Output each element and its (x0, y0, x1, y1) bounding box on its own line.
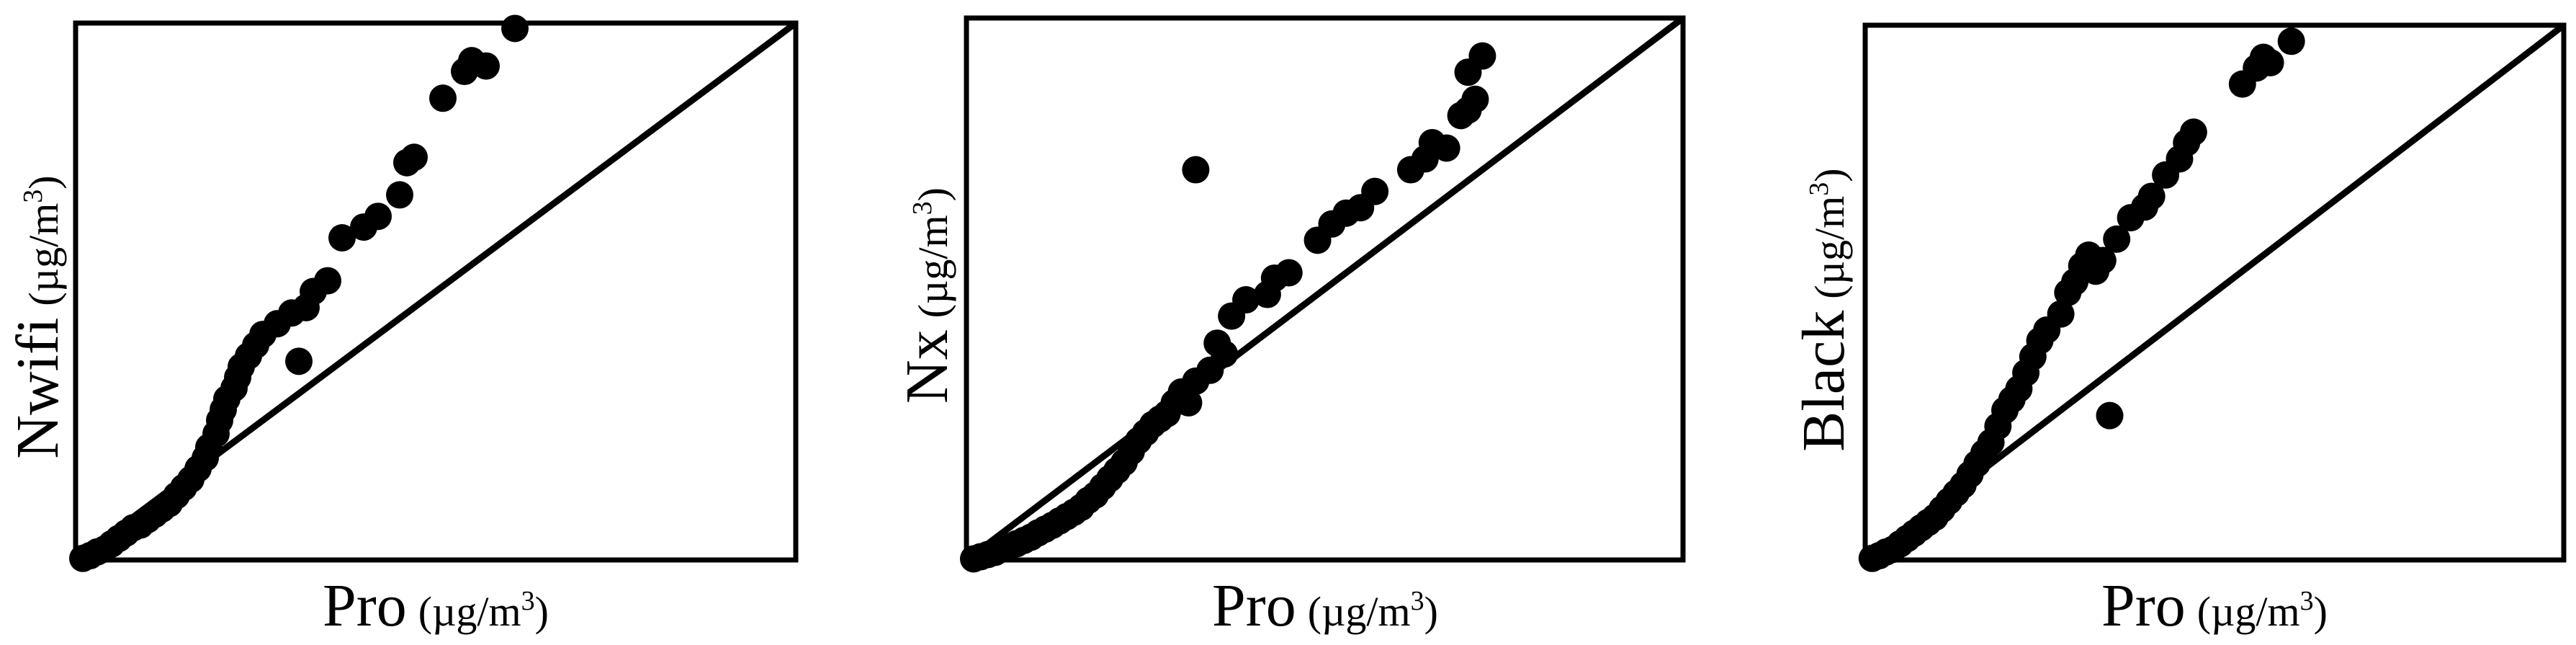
panel-2-point-36 (1232, 286, 1260, 314)
panel-3-point-40 (2179, 118, 2207, 146)
panel-3-plot-frame (1862, 22, 2567, 563)
panel-2-y-axis-label: Nx (µg/m3) (894, 187, 961, 404)
panel-1-y-label-main: Nwifi (4, 318, 71, 459)
panel-1-point-44 (472, 52, 500, 80)
panel-1-y-label-unit: (µg/m (20, 203, 67, 306)
panel-1-point-40 (400, 143, 428, 172)
panel-1: Pro (µg/m3) Nwifi (µg/m3) (4, 14, 799, 639)
panel-2-x-axis-label: Pro (µg/m3) (1212, 572, 1438, 639)
panel-2-x-label-unit: (µg/m (1308, 588, 1411, 635)
panel-1-x-label-main: Pro (323, 572, 407, 639)
panel-1-point-41 (429, 84, 457, 112)
panel-2-plot-frame (964, 15, 1686, 563)
panel-2-point-53 (1468, 42, 1496, 70)
panel-1-plot-frame (73, 20, 799, 563)
panel-3-point-33 (2103, 225, 2131, 253)
panel-3-point-45 (2277, 27, 2305, 55)
panel-1-y-label-close: ) (20, 175, 67, 189)
panel-1-x-label-unit: (µg/m (418, 588, 521, 635)
panel-2-reference-line (964, 15, 1685, 563)
panel-2-points (959, 42, 1496, 573)
panel-2-point-48 (1432, 134, 1460, 162)
panel-3-x-label-sup: 3 (2300, 586, 2314, 616)
panel-2-x-label-sup: 3 (1411, 586, 1424, 616)
panel-2-y-label-close: ) (910, 187, 956, 201)
panel-3-y-label-close: ) (1806, 168, 1853, 182)
panel-3-point-46 (2096, 401, 2124, 430)
panel-3-x-label-main: Pro (2101, 572, 2186, 639)
panel-1-x-label-close: ) (535, 588, 549, 635)
panel-1-x-label-sup: 3 (521, 586, 535, 616)
panel-1-point-37 (364, 203, 392, 231)
panel-3-y-axis-label: Black (µg/m3) (1790, 168, 1857, 451)
panel-2: Pro (µg/m3) Nx (µg/m3) (894, 15, 1686, 639)
panel-2-y-label-main: Nx (894, 329, 961, 404)
panel-2-point-44 (1361, 177, 1389, 205)
panel-1-point-33 (314, 267, 341, 295)
panel-1-point-35 (328, 224, 356, 252)
panel-3-point-36 (2137, 182, 2166, 210)
panel-2-x-label-main: Pro (1212, 572, 1296, 639)
panel-3-y-label-unit: (µg/m (1806, 196, 1853, 299)
panel-3: Pro (µg/m3) Black (µg/m3) (1790, 22, 2567, 639)
panel-1-y-label-sup: 3 (18, 190, 48, 203)
panel-2-point-34 (1211, 340, 1239, 368)
panel-3-point-26 (2047, 300, 2075, 328)
panel-3-point-44 (2256, 48, 2284, 76)
panel-3-x-label-unit: (µg/m (2197, 588, 2300, 635)
panel-3-x-axis-label: Pro (µg/m3) (2101, 572, 2328, 639)
panel-3-point-32 (2088, 246, 2117, 275)
panel-3-y-label-sup: 3 (1804, 182, 1834, 196)
panel-2-point-39 (1275, 259, 1303, 287)
panel-1-x-axis-label: Pro (µg/m3) (323, 572, 549, 639)
panel-2-point-51 (1461, 85, 1489, 113)
panel-1-point-45 (501, 14, 529, 43)
panel-2-point-54 (1182, 156, 1210, 184)
panel-2-y-label-unit: (µg/m (910, 215, 956, 318)
panel-1-point-38 (386, 181, 413, 209)
panel-2-x-label-close: ) (1424, 588, 1438, 635)
panel-3-points (1858, 27, 2305, 572)
panel-1-y-axis-label: Nwifi (µg/m3) (4, 175, 71, 458)
panel-3-x-label-close: ) (2314, 588, 2328, 635)
panel-1-points (69, 14, 529, 572)
panel-1-point-34 (285, 347, 313, 375)
panel-3-y-label-main: Black (1790, 311, 1857, 452)
panel-2-y-label-sup: 3 (907, 201, 938, 215)
